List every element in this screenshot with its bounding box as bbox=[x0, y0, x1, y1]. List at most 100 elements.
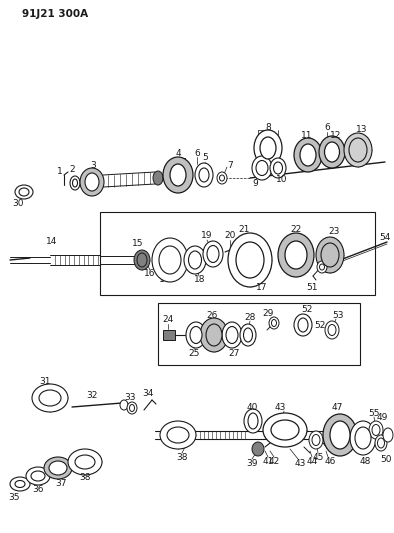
Ellipse shape bbox=[186, 322, 206, 348]
Ellipse shape bbox=[300, 144, 316, 166]
Text: 14: 14 bbox=[46, 238, 58, 246]
Ellipse shape bbox=[316, 237, 344, 273]
Text: 21: 21 bbox=[238, 225, 250, 235]
Text: 35: 35 bbox=[8, 492, 20, 502]
Text: 41: 41 bbox=[262, 456, 274, 465]
Text: 46: 46 bbox=[324, 456, 336, 465]
Ellipse shape bbox=[207, 246, 219, 262]
Ellipse shape bbox=[80, 168, 104, 196]
Text: 29: 29 bbox=[262, 309, 274, 318]
Ellipse shape bbox=[170, 164, 186, 186]
Text: 52: 52 bbox=[301, 304, 313, 313]
Text: 55: 55 bbox=[368, 408, 380, 417]
Text: 27: 27 bbox=[228, 349, 240, 358]
Text: 10: 10 bbox=[276, 175, 288, 184]
Ellipse shape bbox=[15, 185, 33, 199]
Text: 16: 16 bbox=[144, 270, 156, 279]
Ellipse shape bbox=[199, 168, 209, 182]
Ellipse shape bbox=[325, 321, 339, 339]
Text: 17: 17 bbox=[256, 284, 268, 293]
Text: 37: 37 bbox=[55, 479, 67, 488]
Ellipse shape bbox=[31, 471, 45, 481]
Ellipse shape bbox=[377, 438, 385, 448]
Ellipse shape bbox=[219, 175, 225, 181]
Text: 2: 2 bbox=[69, 166, 75, 174]
Text: 3: 3 bbox=[90, 160, 96, 169]
Text: 43: 43 bbox=[274, 402, 286, 411]
Text: 6: 6 bbox=[324, 124, 330, 133]
Text: 43: 43 bbox=[294, 458, 306, 467]
Ellipse shape bbox=[188, 251, 201, 269]
Text: 34: 34 bbox=[142, 390, 154, 399]
Ellipse shape bbox=[320, 264, 325, 270]
Text: 51: 51 bbox=[306, 282, 318, 292]
Ellipse shape bbox=[32, 384, 68, 412]
Ellipse shape bbox=[190, 327, 202, 343]
Ellipse shape bbox=[152, 238, 188, 282]
Ellipse shape bbox=[328, 325, 336, 335]
Text: 32: 32 bbox=[86, 391, 98, 400]
Ellipse shape bbox=[49, 461, 67, 475]
Text: 53: 53 bbox=[332, 311, 344, 319]
Text: 7: 7 bbox=[227, 160, 233, 169]
Ellipse shape bbox=[344, 133, 372, 167]
Ellipse shape bbox=[228, 233, 272, 287]
Ellipse shape bbox=[252, 442, 264, 456]
Ellipse shape bbox=[240, 324, 256, 346]
Ellipse shape bbox=[248, 413, 258, 429]
Text: 38: 38 bbox=[79, 473, 91, 482]
Ellipse shape bbox=[200, 318, 228, 352]
Ellipse shape bbox=[222, 322, 242, 348]
Text: 36: 36 bbox=[32, 486, 44, 495]
Ellipse shape bbox=[349, 138, 367, 162]
Text: 12: 12 bbox=[330, 131, 342, 140]
Ellipse shape bbox=[39, 390, 61, 406]
Ellipse shape bbox=[159, 246, 181, 274]
Text: 22: 22 bbox=[290, 225, 302, 235]
Text: 25: 25 bbox=[188, 349, 200, 358]
Text: 13: 13 bbox=[356, 125, 368, 134]
Text: 38: 38 bbox=[176, 453, 188, 462]
Ellipse shape bbox=[19, 188, 29, 196]
Ellipse shape bbox=[298, 318, 308, 332]
Text: 47: 47 bbox=[331, 402, 343, 411]
Ellipse shape bbox=[184, 246, 206, 274]
Text: 50: 50 bbox=[380, 455, 392, 464]
Text: 40: 40 bbox=[246, 402, 258, 411]
Ellipse shape bbox=[44, 457, 72, 479]
Ellipse shape bbox=[153, 171, 163, 185]
Ellipse shape bbox=[312, 434, 320, 446]
Text: 28: 28 bbox=[244, 312, 256, 321]
Ellipse shape bbox=[260, 137, 276, 159]
Ellipse shape bbox=[375, 435, 387, 451]
Ellipse shape bbox=[254, 130, 282, 166]
Text: 18: 18 bbox=[194, 276, 206, 285]
Ellipse shape bbox=[273, 162, 282, 174]
Ellipse shape bbox=[271, 420, 299, 440]
Text: 33: 33 bbox=[124, 393, 136, 402]
Ellipse shape bbox=[309, 431, 323, 449]
Ellipse shape bbox=[244, 409, 262, 433]
Bar bbox=[100, 212, 375, 295]
Ellipse shape bbox=[226, 327, 238, 343]
Ellipse shape bbox=[10, 477, 30, 491]
Ellipse shape bbox=[206, 324, 222, 346]
Ellipse shape bbox=[278, 233, 314, 277]
Ellipse shape bbox=[383, 428, 393, 442]
Text: 6: 6 bbox=[194, 149, 200, 157]
Ellipse shape bbox=[85, 173, 99, 191]
Text: 39: 39 bbox=[246, 458, 258, 467]
Bar bbox=[158, 303, 360, 365]
Text: 42: 42 bbox=[268, 456, 280, 465]
Text: 24: 24 bbox=[162, 316, 174, 325]
Text: 26: 26 bbox=[206, 311, 218, 319]
Text: 1: 1 bbox=[57, 166, 63, 175]
Ellipse shape bbox=[350, 421, 376, 455]
Ellipse shape bbox=[203, 241, 223, 267]
Ellipse shape bbox=[134, 250, 150, 270]
Ellipse shape bbox=[317, 261, 327, 273]
Text: 5: 5 bbox=[202, 154, 208, 163]
Ellipse shape bbox=[319, 136, 345, 168]
Ellipse shape bbox=[285, 241, 307, 269]
Text: 11: 11 bbox=[301, 131, 313, 140]
